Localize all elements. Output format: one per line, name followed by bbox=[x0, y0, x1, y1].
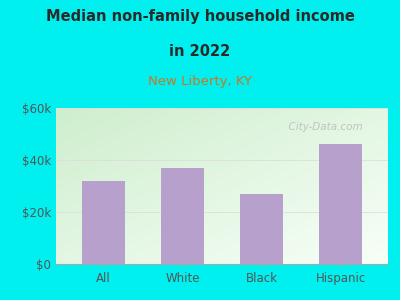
Text: City-Data.com: City-Data.com bbox=[282, 122, 362, 132]
Bar bbox=[82, 181, 125, 264]
Text: Median non-family household income: Median non-family household income bbox=[46, 9, 354, 24]
Bar bbox=[240, 194, 283, 264]
Bar bbox=[319, 144, 362, 264]
Text: New Liberty, KY: New Liberty, KY bbox=[148, 75, 252, 88]
Text: in 2022: in 2022 bbox=[169, 44, 231, 59]
Bar bbox=[161, 168, 204, 264]
